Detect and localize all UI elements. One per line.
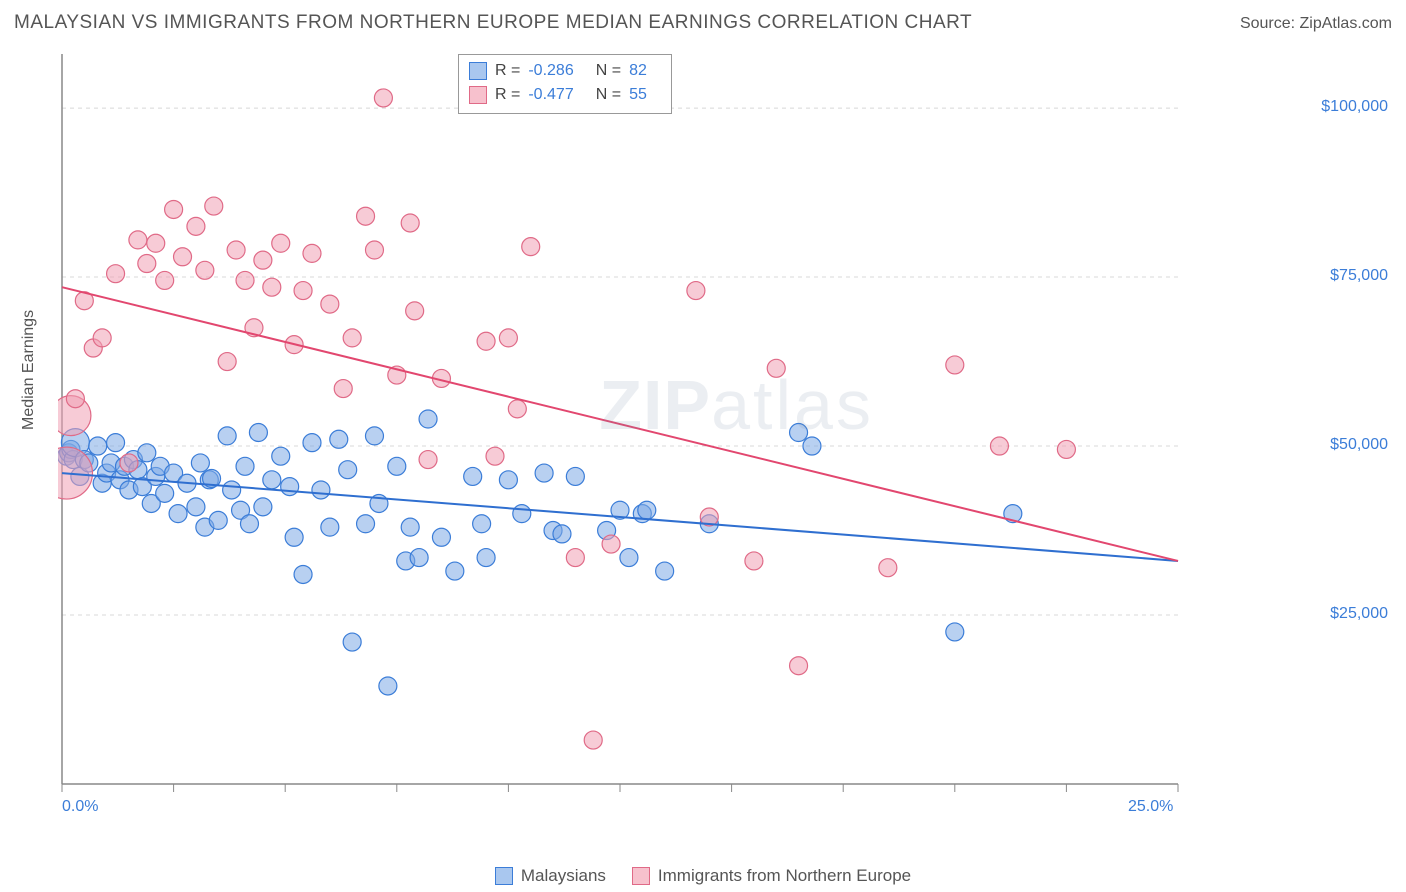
chart-source: Source: ZipAtlas.com bbox=[1240, 15, 1392, 33]
chart-title: MALAYSIAN VS IMMIGRANTS FROM NORTHERN EU… bbox=[14, 12, 972, 34]
scatter-plot-svg bbox=[58, 50, 1288, 810]
r-value: -0.286 bbox=[528, 59, 573, 83]
y-axis-label: Median Earnings bbox=[20, 310, 38, 430]
legend-swatch bbox=[469, 86, 487, 104]
x-tick-label: 0.0% bbox=[62, 798, 98, 816]
stats-legend-row: R = -0.477 N = 55 bbox=[469, 83, 661, 107]
y-tick-label: $100,000 bbox=[1321, 98, 1388, 116]
n-value: 82 bbox=[629, 59, 647, 83]
y-tick-label: $50,000 bbox=[1330, 436, 1388, 454]
r-label: R = bbox=[495, 59, 520, 83]
x-tick-label: 25.0% bbox=[1128, 798, 1173, 816]
legend-swatch bbox=[469, 62, 487, 80]
y-tick-label: $25,000 bbox=[1330, 605, 1388, 623]
source-name: ZipAtlas.com bbox=[1300, 15, 1392, 32]
correlation-stats-legend: R = -0.286 N = 82 R = -0.477 N = 55 bbox=[458, 54, 672, 114]
n-label: N = bbox=[596, 59, 621, 83]
stats-legend-row: R = -0.286 N = 82 bbox=[469, 59, 661, 83]
source-label: Source: bbox=[1240, 15, 1300, 32]
chart-area: ZIPatlas R = -0.286N = 82R = -0.477N = 5… bbox=[58, 50, 1288, 810]
r-label: R = bbox=[495, 83, 520, 107]
series-legend-item: Malaysians bbox=[495, 866, 606, 886]
legend-swatch bbox=[495, 867, 513, 885]
series-legend: Malaysians Immigrants from Northern Europ… bbox=[0, 866, 1406, 886]
series-legend-label: Immigrants from Northern Europe bbox=[658, 866, 911, 886]
legend-swatch bbox=[632, 867, 650, 885]
n-value: 55 bbox=[629, 83, 647, 107]
r-value: -0.477 bbox=[528, 83, 573, 107]
n-label: N = bbox=[596, 83, 621, 107]
series-legend-item: Immigrants from Northern Europe bbox=[632, 866, 911, 886]
y-tick-label: $75,000 bbox=[1330, 267, 1388, 285]
series-legend-label: Malaysians bbox=[521, 866, 606, 886]
chart-header: MALAYSIAN VS IMMIGRANTS FROM NORTHERN EU… bbox=[14, 12, 1392, 34]
